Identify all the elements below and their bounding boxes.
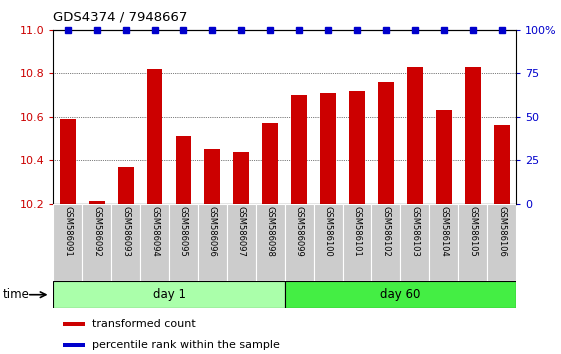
Bar xyxy=(60,119,76,204)
Bar xyxy=(63,343,85,347)
Bar xyxy=(146,69,163,204)
Bar xyxy=(89,201,105,204)
Text: GDS4374 / 7948667: GDS4374 / 7948667 xyxy=(53,11,188,24)
Text: GSM586100: GSM586100 xyxy=(324,206,333,257)
Bar xyxy=(407,67,423,204)
Bar xyxy=(53,281,284,308)
Bar xyxy=(233,152,249,204)
Bar xyxy=(465,67,481,204)
Bar xyxy=(63,322,85,326)
Bar xyxy=(284,204,314,281)
Text: GSM586101: GSM586101 xyxy=(352,206,361,257)
Text: GSM586098: GSM586098 xyxy=(266,206,275,257)
Bar xyxy=(314,204,343,281)
Text: GSM586091: GSM586091 xyxy=(63,206,72,257)
Bar xyxy=(82,204,111,281)
Text: GSM586103: GSM586103 xyxy=(411,206,420,257)
Bar xyxy=(371,204,401,281)
Bar xyxy=(227,204,256,281)
Bar xyxy=(378,82,394,204)
Bar xyxy=(487,204,516,281)
Text: GSM586094: GSM586094 xyxy=(150,206,159,257)
Bar xyxy=(429,204,458,281)
Text: GSM586095: GSM586095 xyxy=(179,206,188,257)
Bar xyxy=(458,204,487,281)
Bar xyxy=(291,95,307,204)
Text: GSM586097: GSM586097 xyxy=(237,206,246,257)
Bar xyxy=(284,281,516,308)
Bar xyxy=(343,204,371,281)
Text: time: time xyxy=(3,288,30,301)
Bar xyxy=(436,110,452,204)
Bar xyxy=(198,204,227,281)
Bar xyxy=(140,204,169,281)
Text: GSM586099: GSM586099 xyxy=(295,206,304,257)
Bar xyxy=(176,136,191,204)
Bar xyxy=(320,93,336,204)
Bar xyxy=(349,91,365,204)
Bar xyxy=(169,204,198,281)
Text: GSM586106: GSM586106 xyxy=(497,206,506,257)
Text: GSM586093: GSM586093 xyxy=(121,206,130,257)
Text: GSM586105: GSM586105 xyxy=(468,206,477,257)
Bar xyxy=(111,204,140,281)
Text: percentile rank within the sample: percentile rank within the sample xyxy=(91,340,279,350)
Text: day 1: day 1 xyxy=(153,288,186,301)
Bar xyxy=(401,204,429,281)
Bar xyxy=(263,123,278,204)
Text: day 60: day 60 xyxy=(380,288,421,301)
Bar xyxy=(204,149,220,204)
Text: GSM586104: GSM586104 xyxy=(439,206,448,257)
Text: GSM586092: GSM586092 xyxy=(92,206,101,257)
Text: GSM586102: GSM586102 xyxy=(381,206,390,257)
Text: transformed count: transformed count xyxy=(91,319,195,329)
Bar xyxy=(256,204,284,281)
Bar xyxy=(118,167,134,204)
Text: GSM586096: GSM586096 xyxy=(208,206,217,257)
Bar xyxy=(53,204,82,281)
Bar xyxy=(494,126,509,204)
